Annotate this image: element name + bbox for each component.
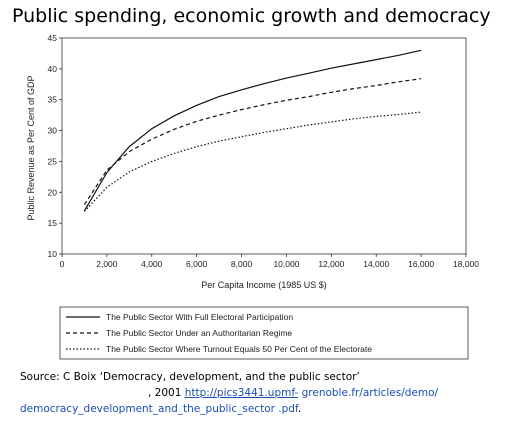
chart-title: Public spending, economic growth and dem… xyxy=(12,5,491,27)
y-axis-label: Public Revenue as Per Cent of GDP xyxy=(26,75,36,220)
x-tick-label: 6,000 xyxy=(186,259,208,269)
source-link-part3[interactable]: democracy_development_and_the_public_sec… xyxy=(20,403,298,415)
x-tick-label: 16,000 xyxy=(408,259,434,269)
x-tick-label: 2,000 xyxy=(96,259,118,269)
x-tick-label: 0 xyxy=(60,259,65,269)
y-tick-label: 25 xyxy=(48,156,58,166)
series-line-2 xyxy=(83,78,422,205)
legend-label-1: The Public Sector With Full Electoral Pa… xyxy=(106,312,293,322)
y-tick-label: 10 xyxy=(48,249,58,259)
y-tick-label: 45 xyxy=(48,33,58,43)
source-prefix: Source: C Boix ‘Democracy, development, … xyxy=(20,371,360,383)
x-tick-label: 12,000 xyxy=(318,259,344,269)
x-axis-ticks: 0 2,000 4,000 6,000 8,000 10,000 12,000 14,000 1… xyxy=(60,254,479,269)
source-link-part1[interactable]: http://pics3441.upmf- xyxy=(184,387,299,399)
y-tick-label: 35 xyxy=(48,95,58,105)
source-year: , 2001 xyxy=(148,387,182,399)
y-tick-label: 40 xyxy=(48,64,58,74)
source-suffix: . xyxy=(297,403,302,415)
series-lines xyxy=(83,49,422,212)
plot-border xyxy=(61,37,467,255)
y-tick-label: 30 xyxy=(48,126,58,136)
legend: The Public Sector With Full Electoral Pa… xyxy=(59,306,469,360)
x-tick-label: 14,000 xyxy=(363,259,389,269)
x-tick-label: 8,000 xyxy=(231,259,253,269)
y-tick-label: 15 xyxy=(48,218,58,228)
source-link-part2[interactable]: grenoble.fr/articles/demo/ xyxy=(298,387,439,399)
legend-label-2: The Public Sector Under an Authoritarian… xyxy=(106,328,292,338)
x-tick-label: 4,000 xyxy=(141,259,163,269)
source-citation: Source: C Boix ‘Democracy, development, … xyxy=(20,369,510,417)
y-tick-label: 20 xyxy=(48,187,58,197)
x-tick-label: 18,000 xyxy=(453,259,479,269)
legend-label-3: The Public Sector Where Turnout Equals 5… xyxy=(106,344,372,354)
series-line-3 xyxy=(83,111,422,212)
x-axis-label: Per Capita Income (1985 US $) xyxy=(201,280,327,290)
y-axis-ticks: 10 15 20 25 30 35 40 45 xyxy=(48,33,62,259)
legend-box xyxy=(59,306,469,360)
series-line-1 xyxy=(83,49,422,212)
x-tick-label: 10,000 xyxy=(273,259,299,269)
plot-frame xyxy=(61,37,467,255)
